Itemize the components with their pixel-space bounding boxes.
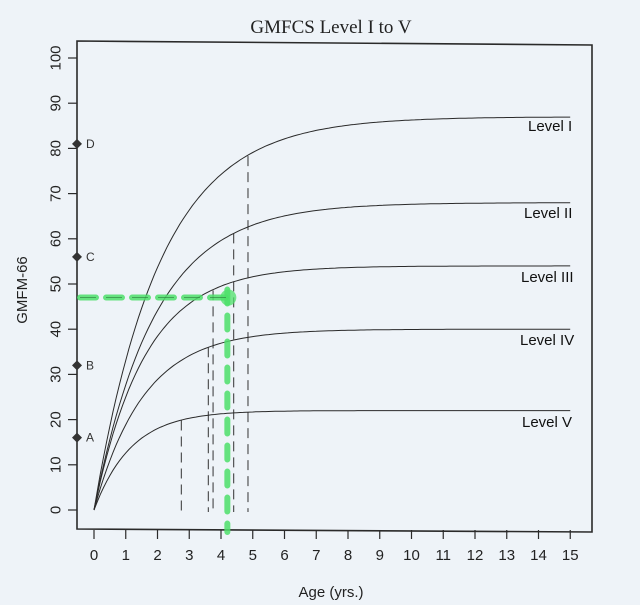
x-tick-label: 4 — [217, 547, 225, 564]
x-tick-label: 7 — [312, 547, 320, 564]
y-tick-label: 10 — [47, 456, 64, 473]
marker-label-d: D — [86, 137, 95, 151]
y-tick-label: 0 — [47, 506, 64, 514]
green-intersection-blob — [220, 289, 237, 306]
y-tick-label: 90 — [47, 95, 64, 112]
curve-level-v — [93, 410, 571, 511]
curve-label: Level V — [522, 414, 572, 431]
y-axis-label: GMFM-66 — [14, 256, 31, 324]
diamond-marker-icon — [72, 360, 82, 371]
y-tick-label: 80 — [47, 140, 64, 157]
marker-label-b: B — [86, 358, 94, 372]
plot-border — [76, 40, 593, 533]
y-tick-label: 40 — [47, 321, 64, 338]
curve-level-iv — [93, 328, 571, 511]
x-tick-label: 1 — [122, 547, 130, 564]
x-tick-label: 5 — [249, 547, 257, 564]
curve-level-ii — [93, 202, 571, 511]
green-highlight-annotation — [77, 286, 237, 535]
y-tick-label: 70 — [47, 185, 64, 202]
curve-label: Level IV — [520, 332, 574, 349]
marker-label-c: C — [86, 250, 95, 264]
marker-label-a: A — [86, 431, 94, 445]
x-tick-label: 3 — [185, 547, 193, 564]
curve-label: Level III — [521, 269, 574, 286]
y-tick-label: 60 — [47, 230, 64, 247]
y-tick-label: 20 — [47, 411, 64, 428]
age90-dashed-lines — [180, 156, 249, 512]
x-axis: 0 1 2 3 4 5 6 7 8 9 10 11 12 13 14 15 — [90, 530, 579, 564]
x-tick-label: 2 — [153, 547, 161, 564]
y-tick-label: 100 — [47, 45, 64, 70]
level-curves: Level I Level II Level III Level IV Level V — [93, 116, 574, 511]
x-tick-label: 14 — [530, 547, 547, 564]
y-axis-markers: A B C D — [72, 137, 95, 445]
curve-level-i — [93, 116, 571, 511]
y-axis: 0 10 20 30 40 50 60 70 80 90 100 — [47, 45, 77, 514]
curve-label: Level I — [528, 118, 572, 135]
curve-level-iii — [93, 265, 571, 511]
diamond-marker-icon — [72, 432, 82, 443]
y-tick-label: 30 — [47, 366, 64, 383]
y-tick-label: 50 — [47, 276, 64, 293]
x-tick-label: 8 — [344, 547, 352, 564]
x-axis-label: Age (yrs.) — [298, 584, 363, 601]
x-tick-label: 9 — [376, 547, 384, 564]
curve-label: Level II — [524, 205, 572, 222]
x-tick-label: 0 — [90, 547, 98, 564]
x-tick-label: 15 — [562, 547, 579, 564]
x-tick-label: 11 — [435, 547, 451, 564]
diamond-marker-icon — [72, 138, 82, 149]
x-tick-label: 10 — [403, 547, 420, 564]
x-tick-label: 6 — [280, 547, 288, 564]
plot-frame — [76, 40, 593, 533]
diamond-marker-icon — [72, 251, 82, 262]
x-tick-label: 13 — [498, 547, 515, 564]
x-tick-label: 12 — [467, 547, 484, 564]
chart-title: GMFCS Level I to V — [250, 17, 411, 38]
